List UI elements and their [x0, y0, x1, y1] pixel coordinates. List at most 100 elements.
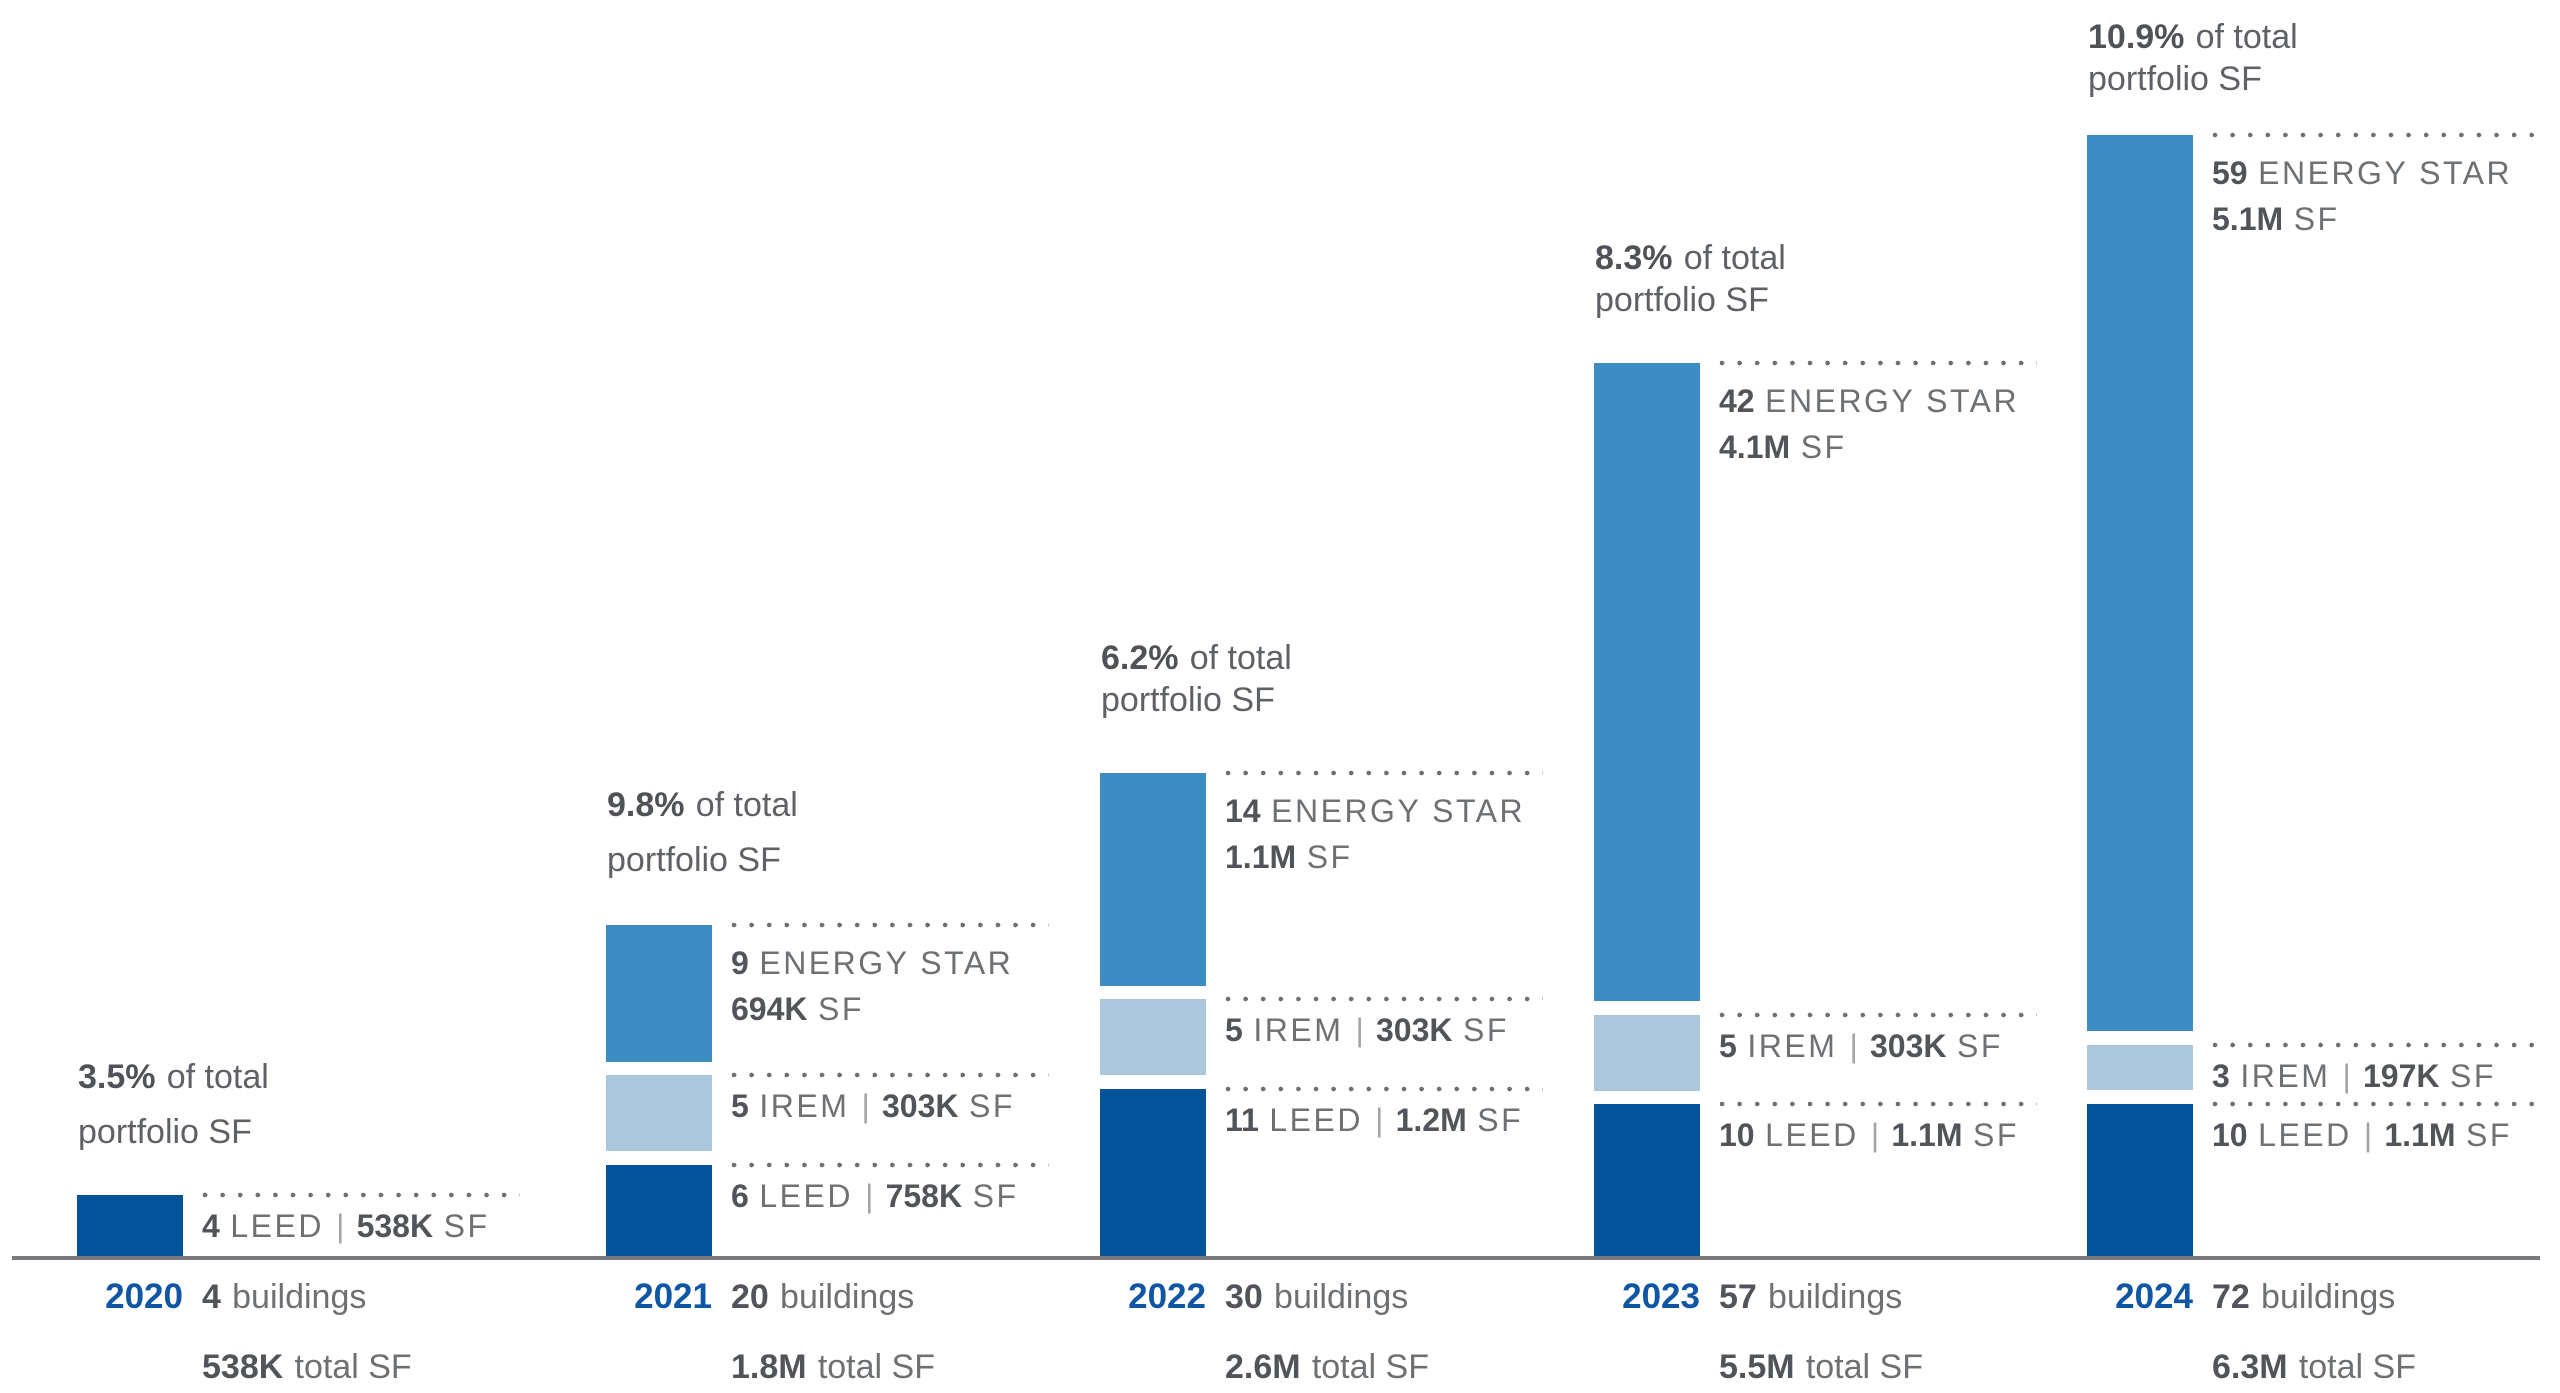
- sf-unit: SF: [1800, 428, 1847, 465]
- segment-label-line1: 10 LEED | 1.1M SF: [2212, 1114, 2512, 1156]
- percent-line2: portfolio SF: [1595, 281, 1769, 319]
- percent-line1: 10.9% of total: [2088, 16, 2298, 58]
- segment-count: 59: [2212, 154, 2248, 191]
- segment-cert-name: IREM: [759, 1088, 850, 1125]
- total-buildings-word: buildings: [232, 1278, 367, 1316]
- segment-cert-name: IREM: [1253, 1012, 1344, 1049]
- segment-label-line1: 10 LEED | 1.1M SF: [1719, 1114, 2019, 1156]
- bar-segment-leed-2021: [606, 1164, 712, 1256]
- x-axis-label-2024: 2024: [2115, 1277, 2193, 1316]
- total-sf-label: 6.3M total SF: [2212, 1346, 2416, 1388]
- dotted-leader-energy-star: [2212, 131, 2534, 138]
- sf-unit: SF: [1957, 1027, 2003, 1064]
- separator: |: [1375, 1101, 1384, 1138]
- segment-label-line1: 59 ENERGY STAR: [2212, 150, 2512, 196]
- segment-count: 3: [2212, 1057, 2230, 1094]
- total-sf-word: total SF: [1311, 1348, 1429, 1386]
- segment-label-line1: 3 IREM | 197K SF: [2212, 1055, 2496, 1097]
- segment-count: 5: [1719, 1027, 1737, 1064]
- segment-sf-value: 1.1M: [1225, 839, 1297, 875]
- sf-unit: SF: [2466, 1117, 2512, 1153]
- segment-sf-value: 197K: [2362, 1057, 2440, 1094]
- segment-cert-name: ENERGY STAR: [1271, 793, 1526, 829]
- bar-segment-leed-2024: [2087, 1104, 2193, 1256]
- total-buildings-word: buildings: [780, 1278, 915, 1316]
- percent-line1: 8.3% of total: [1595, 237, 1786, 279]
- segment-label-line1: 5 IREM | 303K SF: [1719, 1025, 2003, 1067]
- bar-segment-irem-2024: [2087, 1044, 2193, 1091]
- sf-unit: SF: [2450, 1057, 2496, 1094]
- total-sf-word: total SF: [294, 1348, 412, 1386]
- segment-label-leed: 6 LEED | 758K SF: [731, 1175, 1019, 1217]
- segment-count: 5: [731, 1088, 749, 1125]
- percent-value: 3.5%: [78, 1058, 156, 1096]
- total-buildings-value: 72: [2212, 1278, 2250, 1316]
- total-sf-label: 1.8M total SF: [731, 1346, 935, 1388]
- segment-label-energy-star: 42 ENERGY STAR 4.1M SF: [1719, 378, 2019, 470]
- percent-line2: portfolio SF: [607, 841, 781, 879]
- percent-value: 9.8%: [607, 786, 685, 824]
- x-axis-label-2022: 2022: [1128, 1277, 1206, 1316]
- segment-cert-name: ENERGY STAR: [759, 945, 1014, 981]
- x-axis-label-2021: 2021: [634, 1277, 712, 1316]
- total-buildings-value: 4: [202, 1278, 221, 1316]
- segment-label-line1: 6 LEED | 758K SF: [731, 1175, 1019, 1217]
- segment-label-line1: 42 ENERGY STAR: [1719, 378, 2019, 424]
- sf-unit: SF: [1463, 1012, 1509, 1049]
- percent-value: 8.3%: [1595, 239, 1673, 277]
- separator: |: [1870, 1117, 1880, 1153]
- sf-unit: SF: [1973, 1117, 2019, 1153]
- total-sf-word: total SF: [1805, 1348, 1923, 1386]
- percent-label: 8.3% of total portfolio SF: [1595, 237, 1786, 321]
- total-buildings-label: 20 buildings: [731, 1276, 914, 1318]
- total-buildings-label: 72 buildings: [2212, 1276, 2395, 1318]
- total-sf-value: 6.3M: [2212, 1348, 2288, 1386]
- segment-cert-name: ENERGY STAR: [2258, 154, 2513, 191]
- segment-sf-value: 303K: [1375, 1012, 1453, 1049]
- segment-label-line1: 5 IREM | 303K SF: [1225, 1009, 1509, 1051]
- percent-suffix: of total: [695, 786, 798, 824]
- total-buildings-word: buildings: [1274, 1278, 1409, 1316]
- segment-label-line1: 14 ENERGY STAR: [1225, 788, 1525, 834]
- segment-count: 6: [731, 1177, 749, 1214]
- percent-label: 10.9% of total portfolio SF: [2088, 16, 2298, 100]
- x-axis-line: [12, 1256, 2540, 1260]
- dotted-leader-irem: [1225, 996, 1543, 1003]
- separator: |: [2342, 1057, 2351, 1094]
- percent-suffix: of total: [1683, 239, 1786, 277]
- segment-cert-name: IREM: [2240, 1057, 2331, 1094]
- segment-cert-name: LEED: [1765, 1117, 1859, 1153]
- percent-label: 9.8% of total portfolio SF: [607, 778, 798, 888]
- dotted-leader-energy-star: [1719, 359, 2037, 366]
- segment-cert-name: LEED: [230, 1208, 324, 1245]
- sf-unit: SF: [1477, 1101, 1524, 1138]
- segment-count: 10: [2212, 1117, 2248, 1153]
- segment-count: 42: [1719, 382, 1755, 419]
- segment-label-leed: 4 LEED | 538K SF: [202, 1205, 490, 1247]
- segment-cert-name: LEED: [2258, 1117, 2352, 1153]
- sf-unit: SF: [1306, 839, 1353, 875]
- segment-count: 4: [202, 1208, 220, 1245]
- bar-segment-leed-2022: [1100, 1088, 1206, 1256]
- total-buildings-word: buildings: [1768, 1278, 1903, 1316]
- total-buildings-label: 4 buildings: [202, 1276, 366, 1318]
- percent-line2: portfolio SF: [2088, 60, 2262, 98]
- percent-suffix: of total: [166, 1058, 269, 1096]
- segment-sf-value: 1.1M: [1891, 1117, 1963, 1153]
- sf-unit: SF: [443, 1208, 490, 1245]
- segment-label-energy-star: 9 ENERGY STAR 694K SF: [731, 940, 1013, 1032]
- total-buildings-value: 57: [1719, 1278, 1757, 1316]
- segment-sf-value: 694K: [731, 991, 808, 1027]
- total-sf-label: 538K total SF: [202, 1346, 412, 1388]
- total-sf-value: 1.8M: [731, 1348, 807, 1386]
- dotted-leader-leed: [1225, 1085, 1543, 1092]
- segment-sf-value: 303K: [881, 1088, 959, 1125]
- dotted-leader-irem: [731, 1072, 1049, 1079]
- sf-unit: SF: [818, 991, 864, 1027]
- segment-cert-name: LEED: [759, 1177, 853, 1214]
- total-sf-value: 5.5M: [1719, 1348, 1795, 1386]
- dotted-leader-energy-star: [1225, 770, 1543, 776]
- total-buildings-word: buildings: [2261, 1278, 2396, 1316]
- total-buildings-value: 20: [731, 1278, 769, 1316]
- segment-label-energy-star: 59 ENERGY STAR 5.1M SF: [2212, 150, 2512, 242]
